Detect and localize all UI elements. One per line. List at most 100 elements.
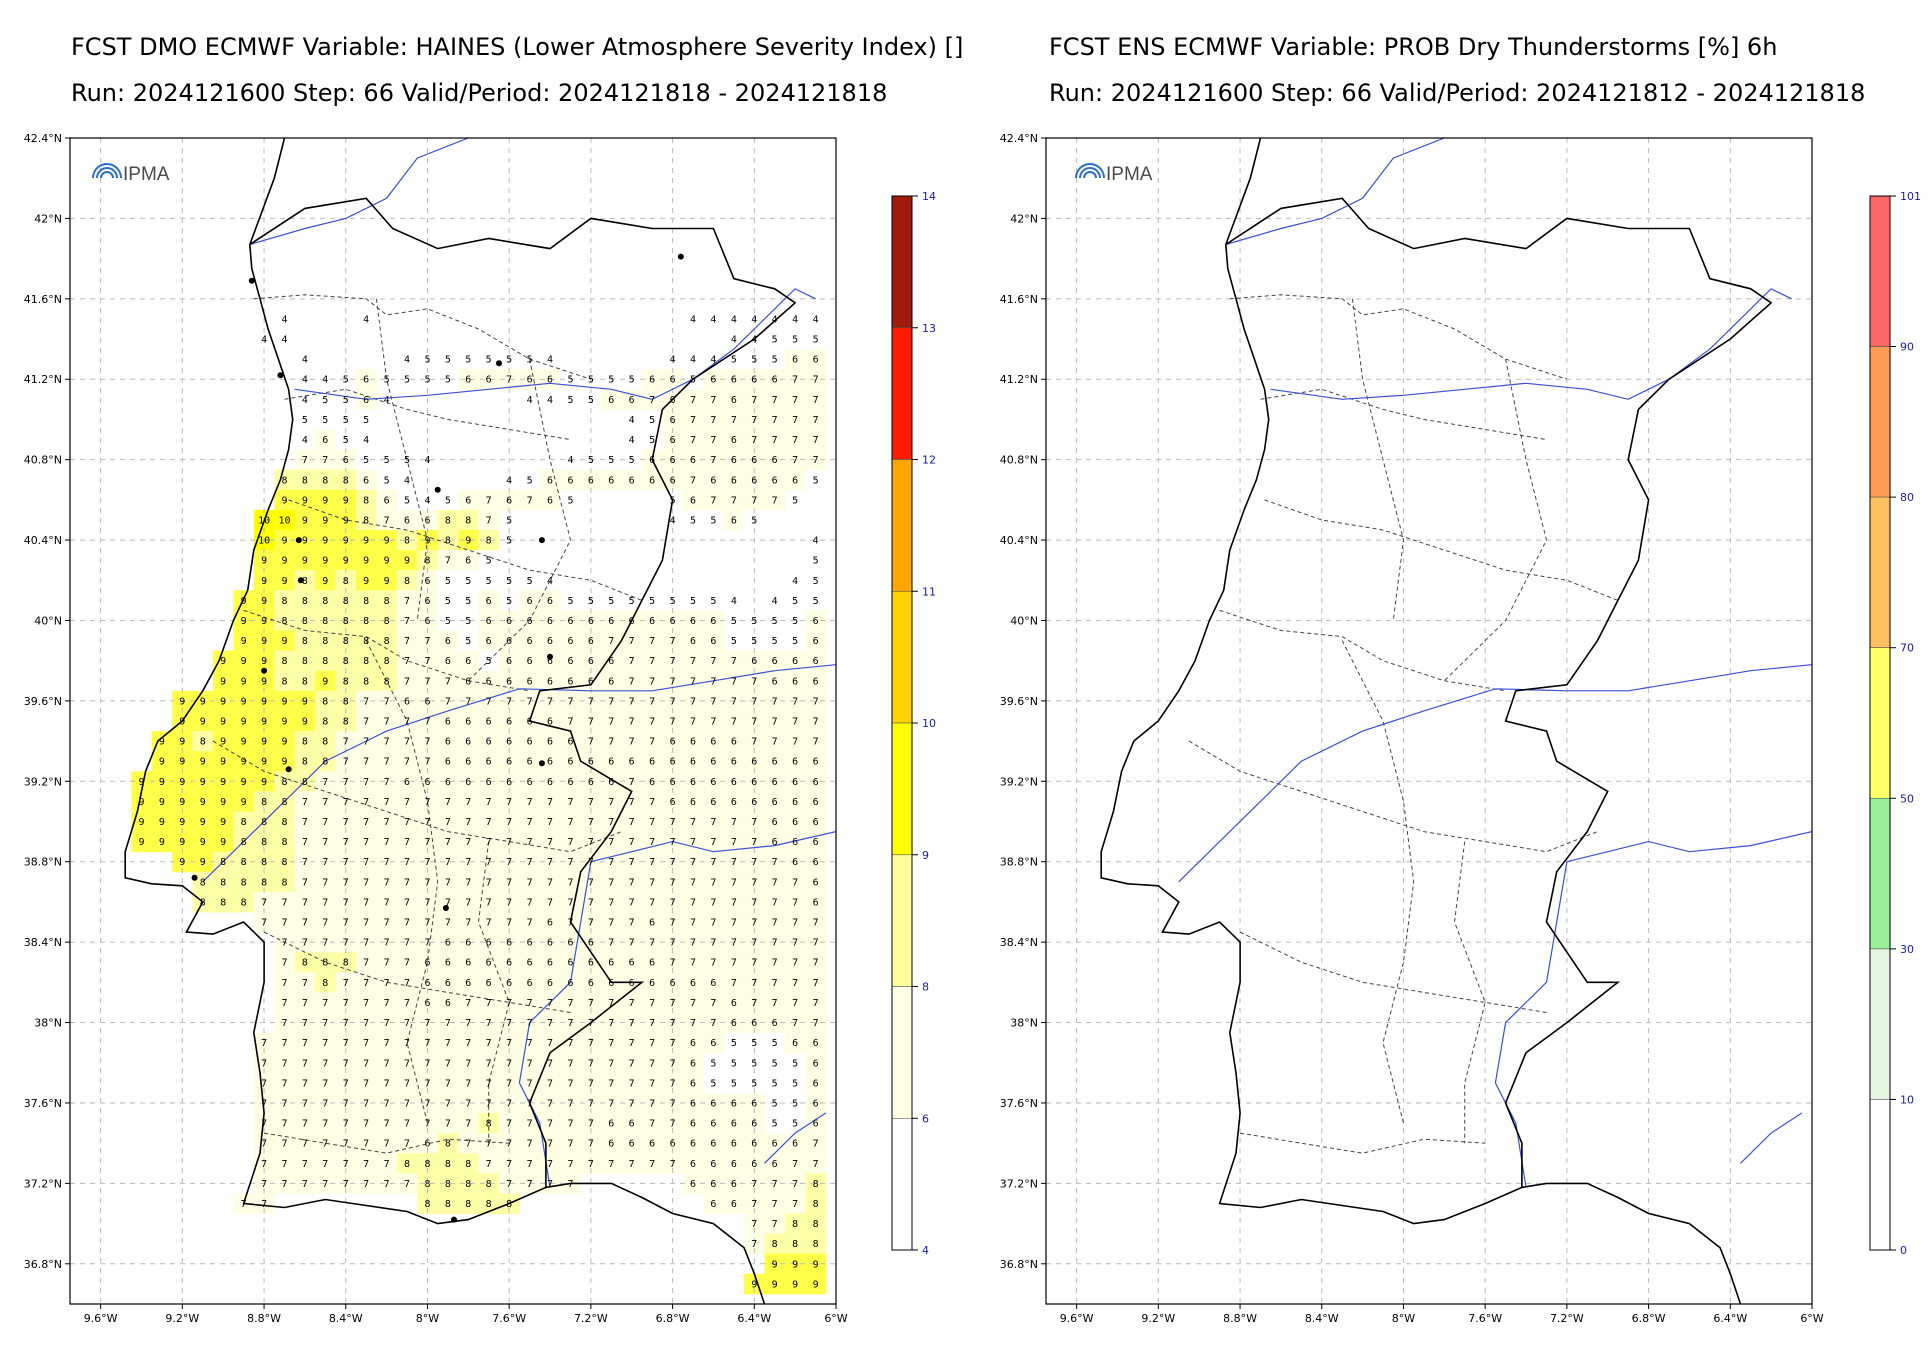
haines-value: 6 [547,777,553,788]
haines-cell [315,630,336,652]
haines-value: 6 [588,958,594,969]
haines-value: 8 [404,536,410,547]
haines-value: 5 [343,395,349,406]
haines-value: 7 [281,1099,287,1110]
haines-value: 5 [649,415,655,426]
haines-cell [478,891,500,913]
haines-value: 8 [486,536,492,547]
haines-cell [376,912,398,933]
haines-value: 6 [527,676,533,687]
colorbar-band [891,986,913,1119]
haines-value: 7 [710,415,716,426]
haines-cell [437,710,459,732]
haines-value: 7 [731,918,737,929]
haines-cell [703,811,725,833]
haines-cell [519,1173,541,1194]
haines-cell [376,932,398,953]
haines-cell [682,650,704,672]
haines-cell [601,791,622,812]
haines-cell [662,1153,684,1174]
haines-value: 7 [751,676,757,687]
haines-value: 5 [629,375,635,386]
haines-cell [151,731,173,752]
haines-value: 8 [322,717,328,728]
haines-value: 7 [527,1119,533,1130]
haines-value: 7 [322,1038,328,1049]
haines-cell [539,489,561,511]
haines-value: 7 [608,737,614,748]
haines-value: 7 [567,1078,573,1089]
haines-value: 6 [813,1099,819,1110]
haines-cell [601,1113,622,1134]
haines-value: 7 [527,1038,533,1049]
haines-value: 6 [731,737,737,748]
haines-value: 6 [465,656,471,667]
haines-value: 8 [363,495,369,506]
haines-value: 6 [792,837,798,848]
haines-cell [641,670,663,692]
haines-value: 6 [792,656,798,667]
haines-value: 6 [567,656,573,667]
haines-cell [641,831,663,853]
haines-cell [294,1113,316,1134]
haines-value: 5 [608,455,614,466]
haines-value: 6 [731,1018,737,1029]
lat-label: 39.6°N [24,695,62,708]
haines-value: 7 [629,918,635,929]
haines-value: 7 [424,656,430,667]
district-boundary [263,931,571,1013]
haines-value: 6 [547,375,553,386]
haines-cell [641,1032,663,1054]
colorbar-label: 12 [922,454,936,467]
haines-value: 9 [261,737,267,748]
haines-cell [580,1153,602,1174]
haines-value: 6 [813,797,819,808]
haines-value: 7 [322,877,328,888]
haines-value: 7 [527,1159,533,1170]
haines-value: 4 [384,395,390,406]
haines-value: 9 [241,717,247,728]
haines-value: 9 [281,536,287,547]
haines-value: 7 [363,938,369,949]
haines-cell [294,1173,316,1194]
haines-cell [274,509,296,531]
haines-cell [151,791,173,812]
haines-cell [805,1113,827,1134]
haines-cell [356,570,377,591]
haines-value: 7 [772,1199,778,1210]
colorbar-label: 9 [922,849,929,862]
haines-value: 6 [506,656,512,667]
haines-value: 6 [772,757,778,768]
haines-cell [560,469,582,491]
lat-label: 42°N [1010,212,1038,225]
haines-value: 6 [608,958,614,969]
haines-value: 7 [731,676,737,687]
haines-value: 7 [649,998,655,1009]
haines-value: 7 [404,596,410,607]
haines-cell [621,912,643,933]
haines-cell [294,1052,316,1074]
haines-value: 7 [343,1058,349,1069]
haines-value: 7 [772,978,778,989]
haines-cell [458,489,479,511]
haines-value: 4 [690,355,696,366]
lon-label: 6.8°W [1632,1312,1666,1325]
haines-cell [641,952,663,973]
haines-cell [376,489,398,511]
haines-cell [621,1052,643,1074]
haines-cell [641,1072,663,1094]
haines-value: 9 [261,576,267,587]
haines-cell [703,751,725,772]
haines-value: 7 [343,1038,349,1049]
haines-value: 9 [220,837,226,848]
haines-cell [294,530,316,551]
haines-cell [356,992,377,1013]
haines-cell [315,570,336,591]
geography-lines [1100,138,1812,1304]
haines-cell [294,851,316,873]
haines-cell [294,449,316,471]
haines-value: 7 [547,1099,553,1110]
haines-cell [437,912,459,933]
haines-value: 7 [813,1018,819,1029]
haines-value: 5 [690,375,696,386]
